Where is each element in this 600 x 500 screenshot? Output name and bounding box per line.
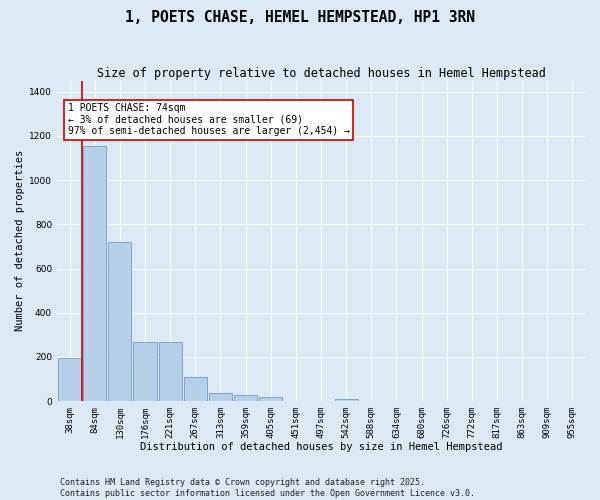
Text: 1, POETS CHASE, HEMEL HEMPSTEAD, HP1 3RN: 1, POETS CHASE, HEMEL HEMPSTEAD, HP1 3RN bbox=[125, 10, 475, 25]
Bar bbox=[58, 358, 81, 401]
Text: Contains HM Land Registry data © Crown copyright and database right 2025.
Contai: Contains HM Land Registry data © Crown c… bbox=[60, 478, 475, 498]
Bar bbox=[158, 342, 182, 401]
X-axis label: Distribution of detached houses by size in Hemel Hempstead: Distribution of detached houses by size … bbox=[140, 442, 502, 452]
Text: 1 POETS CHASE: 74sqm
← 3% of detached houses are smaller (69)
97% of semi-detach: 1 POETS CHASE: 74sqm ← 3% of detached ho… bbox=[68, 103, 350, 136]
Y-axis label: Number of detached properties: Number of detached properties bbox=[15, 150, 25, 332]
Bar bbox=[209, 394, 232, 401]
Bar bbox=[133, 342, 157, 401]
Title: Size of property relative to detached houses in Hemel Hempstead: Size of property relative to detached ho… bbox=[97, 68, 545, 80]
Bar bbox=[234, 394, 257, 401]
Bar bbox=[335, 398, 358, 401]
Bar bbox=[109, 242, 131, 401]
Bar bbox=[184, 377, 207, 401]
Bar bbox=[259, 397, 282, 401]
Bar bbox=[83, 146, 106, 401]
